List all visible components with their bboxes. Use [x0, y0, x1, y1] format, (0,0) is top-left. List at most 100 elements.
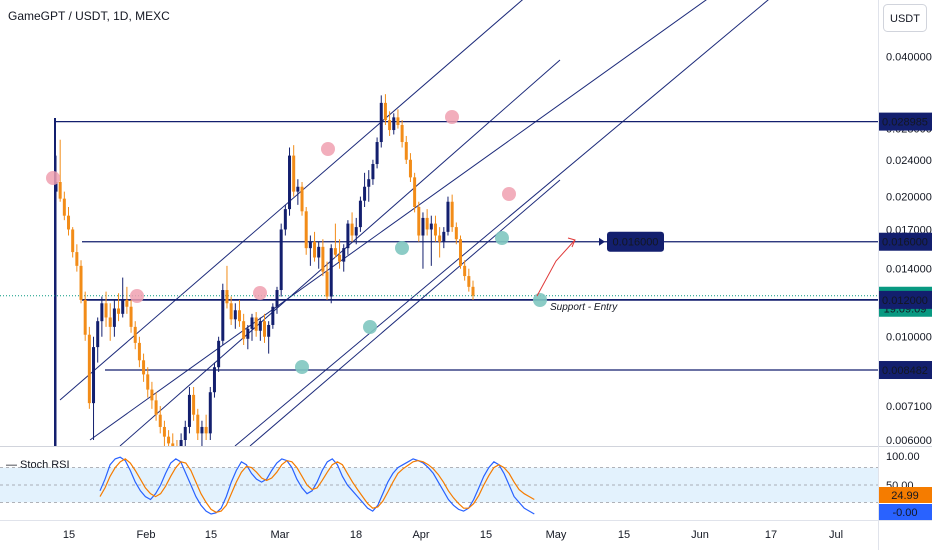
candle[interactable]	[308, 235, 312, 266]
candle[interactable]	[154, 392, 158, 421]
candle[interactable]	[471, 280, 475, 300]
candle[interactable]	[467, 268, 471, 292]
candle[interactable]	[275, 286, 279, 314]
candle[interactable]	[225, 265, 229, 309]
candle[interactable]	[71, 227, 75, 258]
candle[interactable]	[263, 313, 266, 343]
candle[interactable]	[242, 313, 246, 345]
channel-line[interactable]	[89, 0, 720, 441]
candle[interactable]	[300, 181, 304, 216]
candle[interactable]	[62, 191, 66, 221]
candle[interactable]	[233, 303, 237, 329]
channel-line[interactable]	[59, 0, 580, 401]
candle[interactable]	[125, 286, 129, 314]
candle[interactable]	[329, 244, 333, 304]
candle[interactable]	[129, 299, 133, 333]
candle[interactable]	[212, 362, 216, 398]
candle[interactable]	[137, 336, 141, 368]
candle[interactable]	[388, 111, 392, 136]
candle[interactable]	[58, 139, 62, 202]
candle[interactable]	[171, 433, 175, 454]
candle[interactable]	[175, 440, 178, 458]
candle[interactable]	[354, 217, 358, 245]
candle[interactable]	[162, 420, 166, 447]
candle[interactable]	[413, 172, 417, 213]
price-label-box[interactable]	[879, 112, 932, 131]
candle[interactable]	[87, 326, 91, 409]
candle[interactable]	[450, 194, 454, 232]
candle[interactable]	[221, 283, 225, 345]
candle[interactable]	[217, 336, 221, 372]
candle[interactable]	[429, 215, 433, 266]
candle[interactable]	[400, 120, 404, 148]
candle[interactable]	[196, 408, 200, 440]
stoch-k-line[interactable]	[99, 456, 535, 515]
candle[interactable]	[83, 291, 87, 341]
candle[interactable]	[383, 94, 387, 126]
candle[interactable]	[79, 260, 83, 304]
candle[interactable]	[183, 420, 187, 447]
candle[interactable]	[321, 239, 325, 277]
candle[interactable]	[296, 179, 300, 205]
candle[interactable]	[367, 170, 371, 202]
candle[interactable]	[463, 260, 467, 281]
candle[interactable]	[258, 317, 262, 341]
candle[interactable]	[404, 135, 408, 165]
candle[interactable]	[75, 244, 79, 272]
candle[interactable]	[438, 227, 442, 258]
candle[interactable]	[338, 239, 342, 269]
candle[interactable]	[254, 312, 258, 337]
candle[interactable]	[117, 293, 121, 322]
candle[interactable]	[421, 212, 425, 269]
candle[interactable]	[458, 235, 462, 269]
candle[interactable]	[313, 231, 317, 262]
price-label-box[interactable]	[879, 232, 932, 251]
candle[interactable]	[142, 353, 146, 382]
candle[interactable]	[267, 321, 271, 354]
candle[interactable]	[237, 299, 241, 327]
candle[interactable]	[375, 137, 379, 169]
candle[interactable]	[167, 430, 171, 450]
candle[interactable]	[96, 317, 100, 363]
candle[interactable]	[292, 145, 296, 197]
channel-line[interactable]	[249, 179, 561, 446]
candle[interactable]	[246, 324, 250, 350]
candle[interactable]	[250, 313, 254, 341]
candle[interactable]	[346, 220, 350, 255]
main-pane[interactable]	[0, 0, 878, 446]
candle[interactable]	[350, 212, 354, 242]
candle[interactable]	[104, 291, 108, 327]
candle[interactable]	[304, 206, 308, 255]
candle[interactable]	[408, 153, 412, 182]
candle[interactable]	[342, 244, 346, 272]
candle[interactable]	[363, 172, 367, 207]
candle[interactable]	[317, 241, 321, 269]
candle[interactable]	[333, 223, 337, 258]
candle[interactable]	[425, 209, 429, 236]
candle[interactable]	[158, 405, 162, 434]
candle[interactable]	[283, 204, 287, 236]
candle[interactable]	[100, 296, 104, 337]
candle[interactable]	[179, 433, 183, 457]
candle[interactable]	[271, 303, 275, 329]
candle[interactable]	[358, 196, 362, 232]
candle[interactable]	[433, 215, 437, 242]
candle[interactable]	[112, 299, 116, 337]
candle[interactable]	[146, 367, 150, 398]
candle[interactable]	[67, 206, 71, 236]
candle[interactable]	[204, 414, 208, 440]
candle[interactable]	[54, 155, 58, 458]
candle[interactable]	[396, 109, 400, 129]
candle[interactable]	[208, 386, 212, 440]
candle[interactable]	[454, 222, 458, 245]
candle[interactable]	[392, 113, 396, 135]
candle[interactable]	[288, 147, 292, 216]
candle[interactable]	[200, 420, 204, 447]
candle[interactable]	[446, 196, 450, 236]
stoch-d-line[interactable]	[99, 458, 535, 513]
candle[interactable]	[279, 223, 283, 297]
candle[interactable]	[325, 261, 329, 300]
candle[interactable]	[108, 303, 112, 341]
candle[interactable]	[442, 227, 446, 249]
